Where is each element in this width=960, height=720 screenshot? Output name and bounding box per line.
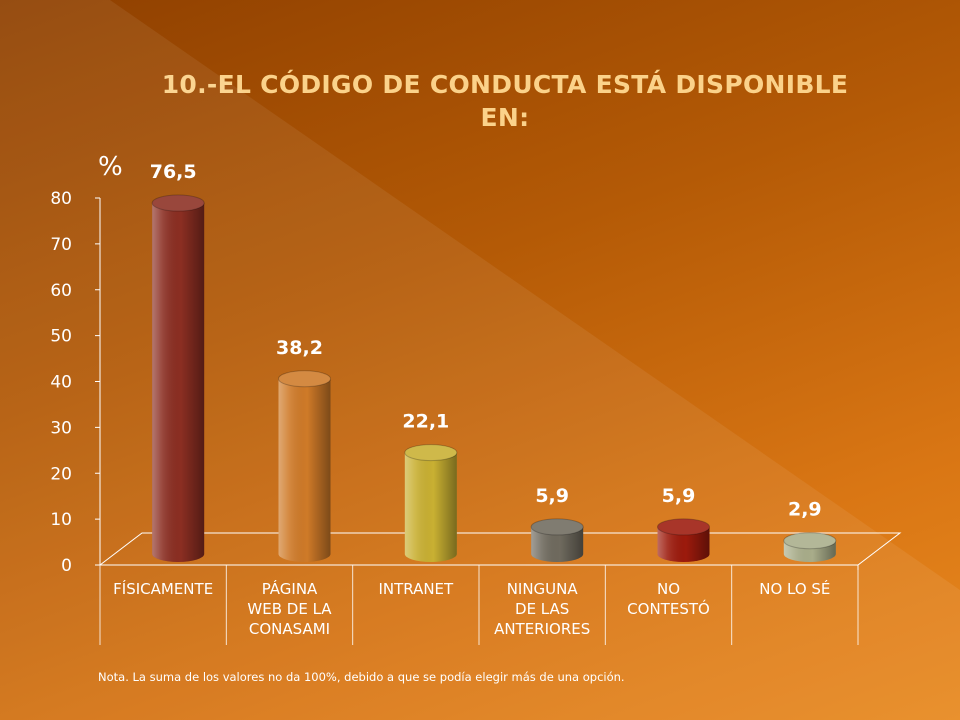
bar-top xyxy=(404,444,458,462)
x-tick-label: PÁGINA WEB DE LA CONASAMI xyxy=(247,579,332,638)
labels: FÍSICAMENTE PÁGINA WEB DE LA CONASAMI INTRAN… xyxy=(113,161,830,638)
data-label: 76,5 xyxy=(150,161,197,183)
bar-shading xyxy=(657,526,710,562)
bar xyxy=(657,518,710,562)
bar-shading xyxy=(531,526,584,562)
bar-top xyxy=(278,370,331,388)
y-tick-label: 10 xyxy=(50,510,72,530)
y-tick-label: 40 xyxy=(50,373,72,393)
data-label: 22,1 xyxy=(402,411,449,433)
bar xyxy=(151,194,205,562)
x-tick-label: NINGUNA DE LAS ANTERIORES xyxy=(494,580,590,638)
bar xyxy=(278,370,331,562)
y-axis-label: % xyxy=(98,152,123,182)
bar-shading xyxy=(278,378,331,562)
bar-shading xyxy=(152,203,205,562)
bar xyxy=(404,444,458,562)
y-tick-label: 70 xyxy=(50,235,72,255)
y-tick-label: 60 xyxy=(50,281,72,301)
x-tick-label: NO CONTESTÓ xyxy=(627,580,710,618)
x-tick-label: NO LO SÉ xyxy=(759,579,830,598)
bar-top xyxy=(530,518,584,536)
bar-top-highlight xyxy=(531,518,584,535)
footnote: Nota. La suma de los valores no da 100%,… xyxy=(98,670,625,684)
bar-top-highlight xyxy=(783,532,836,549)
bar-shading xyxy=(404,452,457,562)
data-label: 38,2 xyxy=(276,337,323,359)
data-label: 5,9 xyxy=(662,485,696,507)
chart-title-line-2: EN: xyxy=(480,103,530,132)
x-tick-label: INTRANET xyxy=(378,580,454,598)
data-label: 2,9 xyxy=(788,499,822,521)
y-tick-label: 50 xyxy=(50,327,72,347)
y-tick-label: 20 xyxy=(50,464,72,484)
bar-top xyxy=(783,532,837,550)
bar xyxy=(530,518,584,562)
chart-title-line-1: 10.-EL CÓDIGO DE CONDUCTA ESTÁ DISPONIBL… xyxy=(161,70,849,99)
bar-top-highlight xyxy=(657,518,710,535)
x-tick-label: FÍSICAMENTE xyxy=(113,579,213,598)
bar-top-highlight xyxy=(278,370,331,387)
bar-top-highlight xyxy=(152,195,205,212)
bar xyxy=(783,532,837,562)
bar-top xyxy=(657,518,710,536)
bars xyxy=(151,194,837,562)
axes: 0 10 20 30 40 50 60 70 80% xyxy=(50,152,902,645)
bar-top-highlight xyxy=(404,444,457,461)
y-tick-label: 0 xyxy=(61,556,72,576)
y-tick-label: 30 xyxy=(50,418,72,438)
y-tick-label: 80 xyxy=(50,189,72,209)
data-label: 5,9 xyxy=(535,485,569,507)
bar-top xyxy=(151,194,205,212)
